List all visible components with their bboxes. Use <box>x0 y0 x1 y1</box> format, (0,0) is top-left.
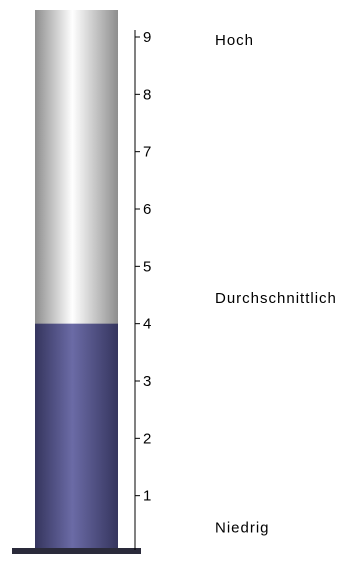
y-tick-label: 2 <box>143 430 151 447</box>
gauge-base <box>12 548 141 554</box>
level-label: Durchschnittlich <box>215 290 337 307</box>
y-tick-label: 1 <box>143 488 151 505</box>
y-tick-label: 4 <box>143 316 151 333</box>
level-label: Niedrig <box>215 519 270 536</box>
y-tick-label: 9 <box>143 29 151 46</box>
y-tick-label: 7 <box>143 144 151 161</box>
y-tick-label: 8 <box>143 86 151 103</box>
level-label: Hoch <box>215 32 254 49</box>
y-tick-label: 5 <box>143 258 151 275</box>
gauge-fill-column <box>35 323 118 550</box>
y-tick-label: 3 <box>143 373 151 390</box>
y-tick-label: 6 <box>143 201 151 218</box>
